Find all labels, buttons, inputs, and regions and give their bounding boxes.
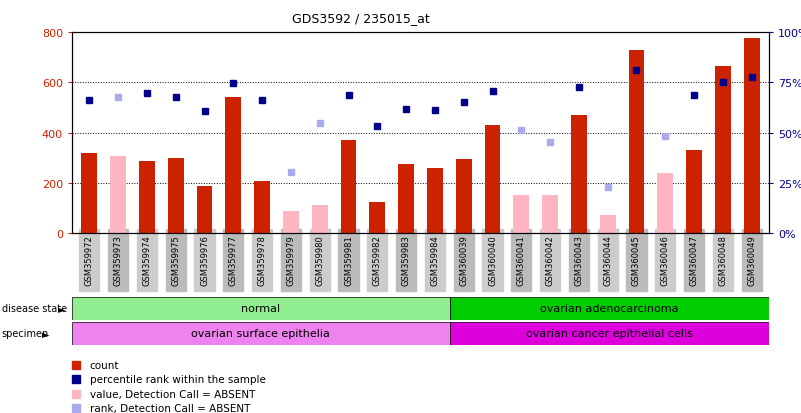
Text: GDS3592 / 235015_at: GDS3592 / 235015_at — [292, 12, 429, 25]
Text: ovarian cancer epithelial cells: ovarian cancer epithelial cells — [525, 328, 693, 339]
Bar — [600, 216, 616, 233]
Bar — [254, 182, 270, 233]
Bar — [72, 297, 449, 320]
Bar — [369, 202, 385, 233]
Bar — [456, 160, 472, 233]
Text: specimen: specimen — [2, 328, 49, 339]
Bar — [686, 151, 702, 233]
Bar — [542, 195, 558, 233]
Text: rank, Detection Call = ABSENT: rank, Detection Call = ABSENT — [90, 403, 250, 413]
Bar — [139, 162, 155, 233]
Bar — [513, 195, 529, 233]
Bar — [449, 322, 769, 345]
Text: percentile rank within the sample: percentile rank within the sample — [90, 374, 265, 385]
Text: ►: ► — [42, 328, 50, 339]
Bar — [72, 322, 449, 345]
Bar — [196, 187, 212, 233]
Text: normal: normal — [241, 304, 280, 314]
Bar — [427, 168, 443, 233]
Bar — [398, 164, 414, 233]
Bar — [571, 116, 587, 233]
Text: value, Detection Call = ABSENT: value, Detection Call = ABSENT — [90, 389, 255, 399]
Bar — [485, 126, 501, 233]
Bar — [449, 297, 769, 320]
Bar — [715, 67, 731, 233]
Bar — [744, 39, 759, 233]
Text: ►: ► — [58, 304, 65, 314]
Bar — [340, 141, 356, 233]
Bar — [82, 153, 97, 233]
Text: count: count — [90, 360, 119, 370]
Bar — [283, 211, 299, 233]
Bar — [629, 50, 645, 233]
Bar — [225, 98, 241, 233]
Bar — [312, 206, 328, 233]
Bar — [168, 158, 183, 233]
Text: ovarian surface epithelia: ovarian surface epithelia — [191, 328, 330, 339]
Text: disease state: disease state — [2, 304, 66, 314]
Bar — [658, 173, 673, 233]
Bar — [111, 157, 126, 233]
Text: ovarian adenocarcinoma: ovarian adenocarcinoma — [540, 304, 678, 314]
